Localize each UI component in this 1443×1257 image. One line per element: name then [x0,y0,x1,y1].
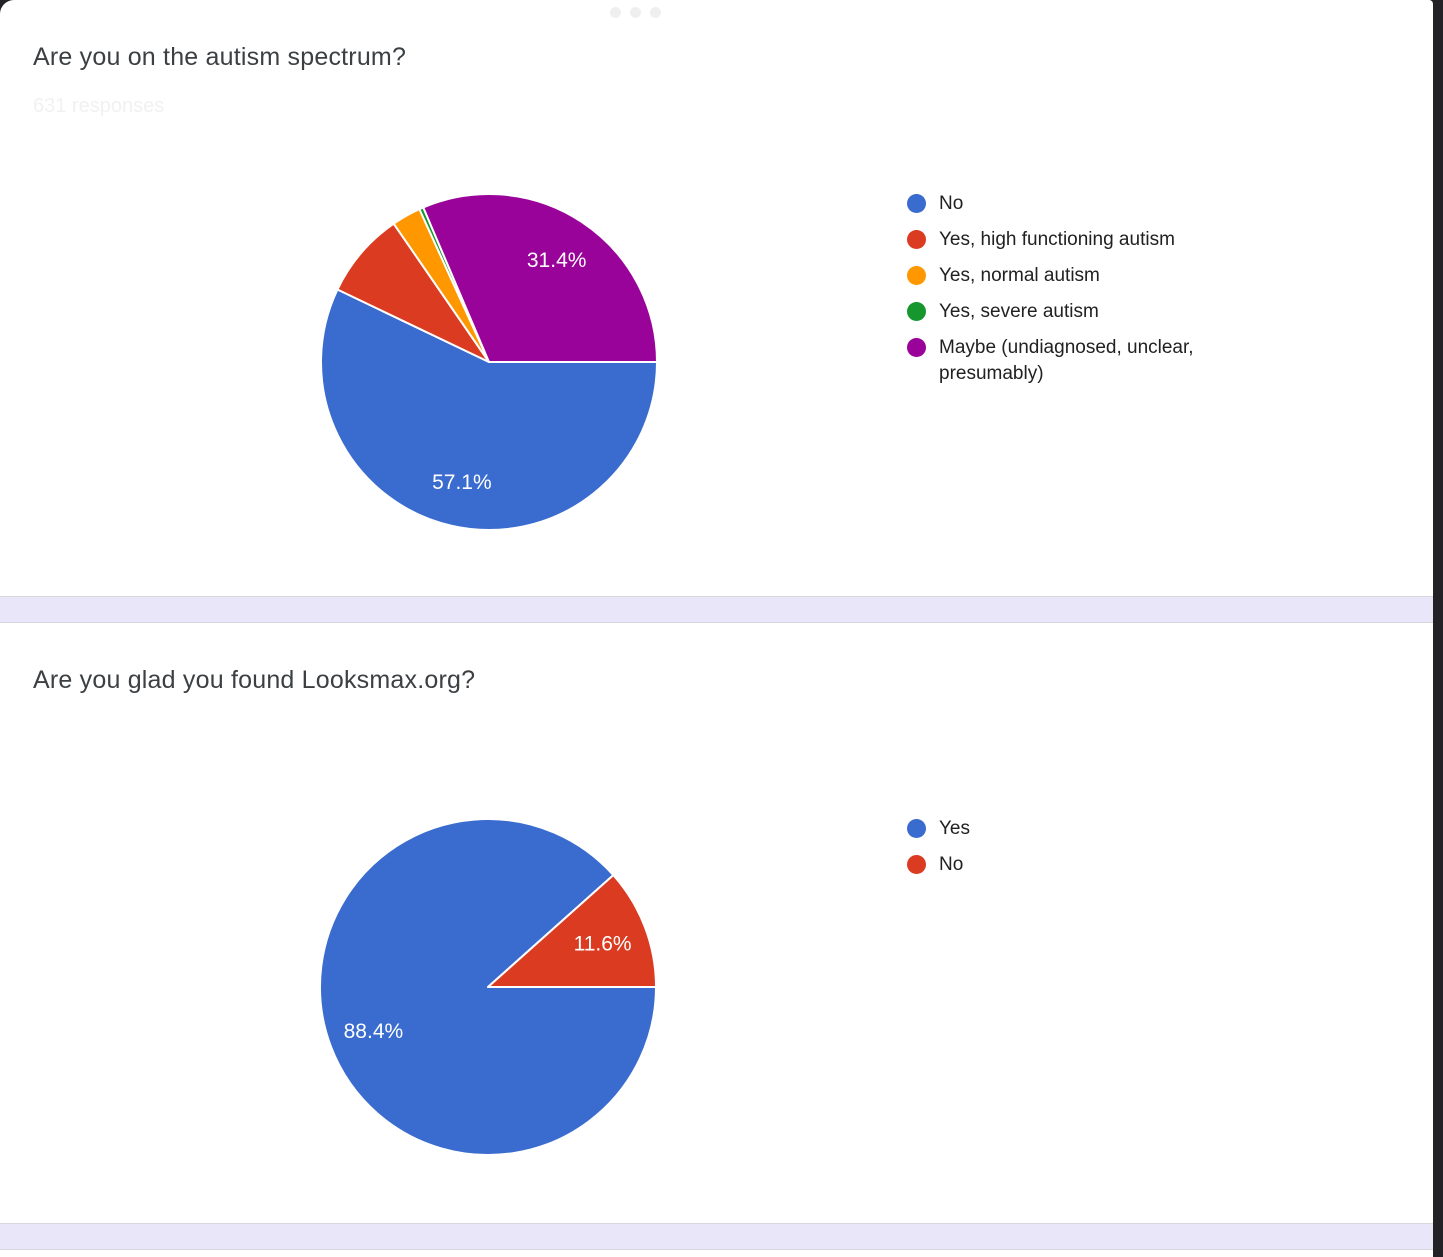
dot-icon [630,7,641,18]
pie-slice-yes-high-functioning-autism [336,222,490,363]
window-dark-edge [1433,0,1443,1257]
legend-label: No [939,854,964,875]
legend-looksmax: Yes No [907,816,970,888]
pie-slice-percent-label: 11.6% [574,933,632,956]
legend-item-yes-normal-autism: Yes, normal autism [907,263,1269,289]
pie-svg: 57.1% 31.4% [320,193,658,531]
legend-autism: No Yes, high functioning autism Yes, norma… [907,191,1269,397]
legend-swatch-icon [907,302,926,321]
pie-slice-percent-label: 88.4% [344,1020,404,1043]
pie-slice-maybe-undiagnosed-unclear-presumably [422,193,658,363]
pie-slice-percent-label: 57.1% [432,471,492,494]
pie-slice-no [487,874,657,988]
legend-label: Yes, high functioning autism [939,229,1175,250]
legend-item-yes-severe-autism: Yes, severe autism [907,299,1269,325]
pie-svg: 88.4% 11.6% [319,818,657,1156]
dot-icon [610,7,621,18]
legend-swatch-icon [907,819,926,838]
question-title: Are you glad you found Looksmax.org? [33,666,476,694]
bottom-white-strip [0,1250,1433,1257]
pie-slice-percent-label: 31.4% [527,249,587,272]
section-divider-bottom [0,1223,1433,1250]
legend-swatch-icon [907,855,926,874]
question-card-looksmax: Are you glad you found Looksmax.org? 88.… [0,623,1433,1223]
legend-label: Maybe (undiagnosed, unclear, presumably) [939,337,1194,384]
question-title: Are you on the autism spectrum? [33,43,407,71]
responses-count: 631 responses [33,95,165,117]
legend-swatch-icon [907,194,926,213]
pie-slice-no [320,288,658,531]
question-card-autism: Are you on the autism spectrum? 631 resp… [0,0,1433,596]
legend-swatch-icon [907,230,926,249]
legend-item-maybe-undiagnosed-unclear-presumably: Maybe (undiagnosed, unclear, presumably) [907,335,1269,387]
section-divider [0,596,1433,623]
drag-handle-dots-icon [610,7,661,18]
pie-chart-autism: 57.1% 31.4% [319,192,659,532]
legend-label: No [939,193,964,214]
legend-swatch-icon [907,266,926,285]
dot-icon [650,7,661,18]
legend-swatch-icon [907,338,926,357]
legend-label: Yes, normal autism [939,265,1100,286]
legend-item-no: No [907,852,970,878]
legend-item-yes-high-functioning-autism: Yes, high functioning autism [907,227,1269,253]
legend-label: Yes, severe autism [939,301,1099,322]
legend-label: Yes [939,818,970,839]
pie-chart-looksmax: 88.4% 11.6% [318,817,658,1157]
legend-item-yes: Yes [907,816,970,842]
legend-item-no: No [907,191,1269,217]
